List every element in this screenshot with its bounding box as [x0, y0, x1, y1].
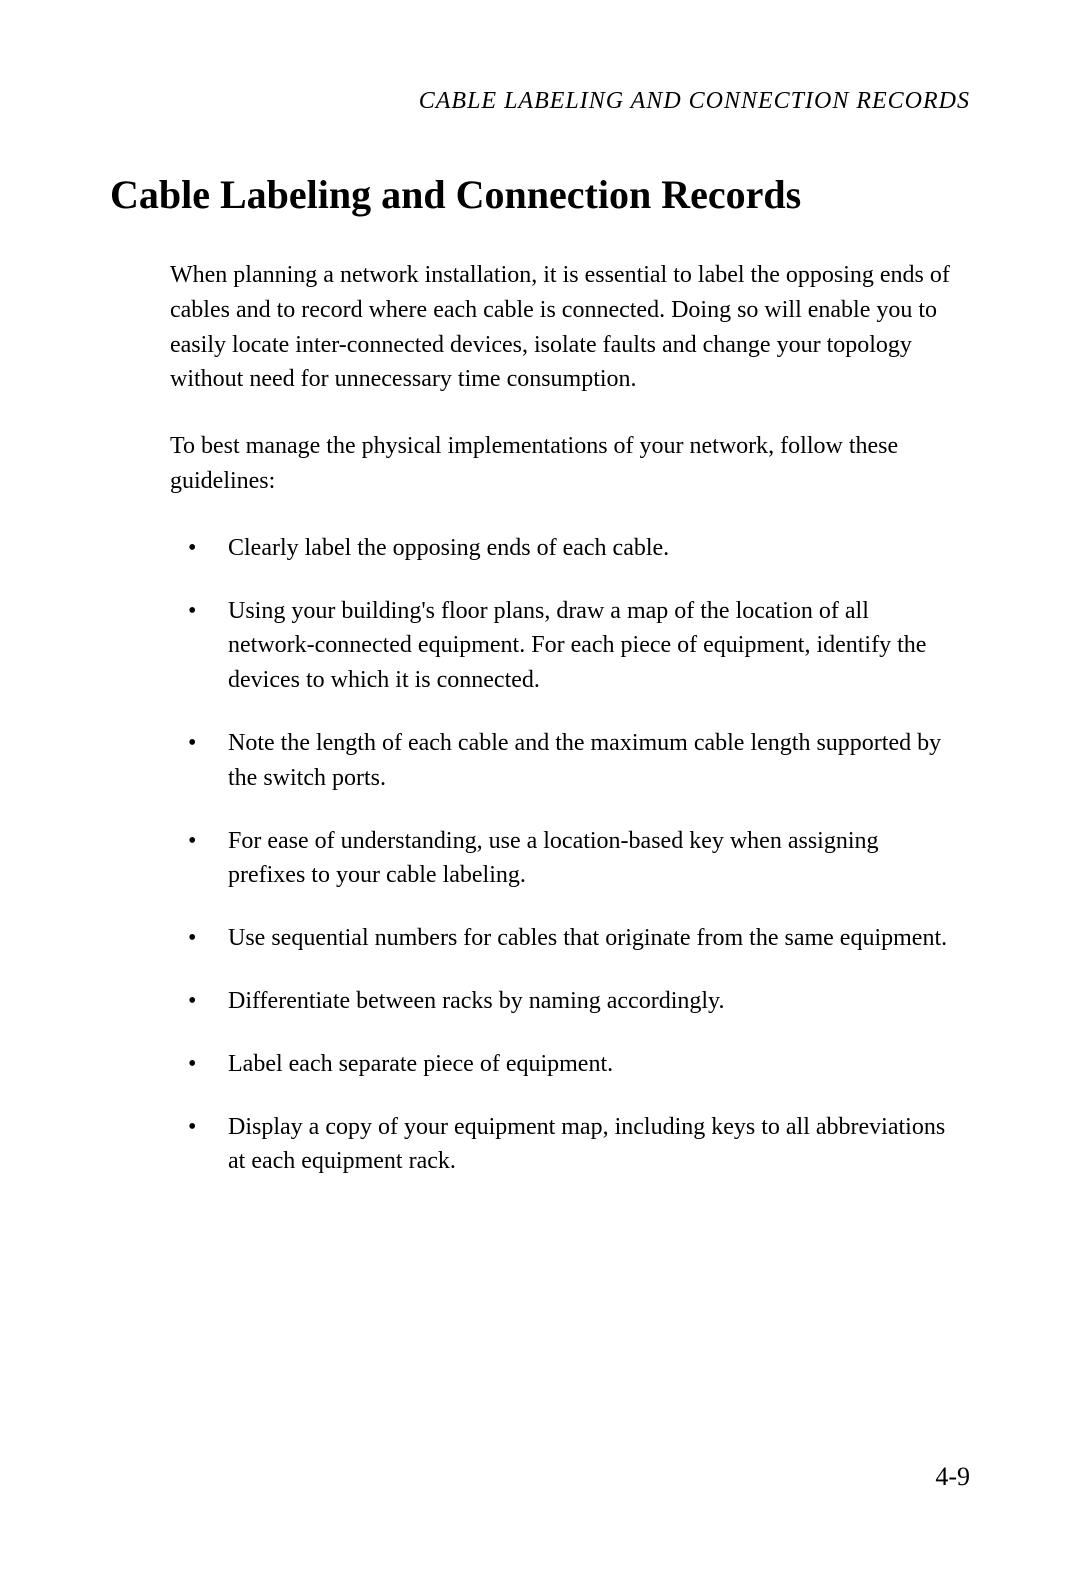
page-title: Cable Labeling and Connection Records: [110, 171, 970, 218]
list-item: Note the length of each cable and the ma…: [188, 726, 950, 796]
document-page: CABLE LABELING AND CONNECTION RECORDS Ca…: [0, 0, 1080, 1570]
list-item: Use sequential numbers for cables that o…: [188, 921, 950, 956]
running-header: CABLE LABELING AND CONNECTION RECORDS: [110, 88, 970, 115]
list-item: Differentiate between racks by naming ac…: [188, 984, 950, 1019]
list-item: Using your building's floor plans, draw …: [188, 594, 950, 698]
list-item: Display a copy of your equipment map, in…: [188, 1110, 950, 1180]
list-item: Label each separate piece of equipment.: [188, 1047, 950, 1082]
intro-paragraph-2: To best manage the physical implementati…: [170, 429, 950, 499]
body-content: When planning a network installation, it…: [110, 258, 970, 1179]
list-item: For ease of understanding, use a locatio…: [188, 824, 950, 894]
list-item: Clearly label the opposing ends of each …: [188, 531, 950, 566]
page-number: 4-9: [935, 1462, 970, 1492]
intro-paragraph-1: When planning a network installation, it…: [170, 258, 950, 397]
guidelines-list: Clearly label the opposing ends of each …: [170, 531, 950, 1179]
